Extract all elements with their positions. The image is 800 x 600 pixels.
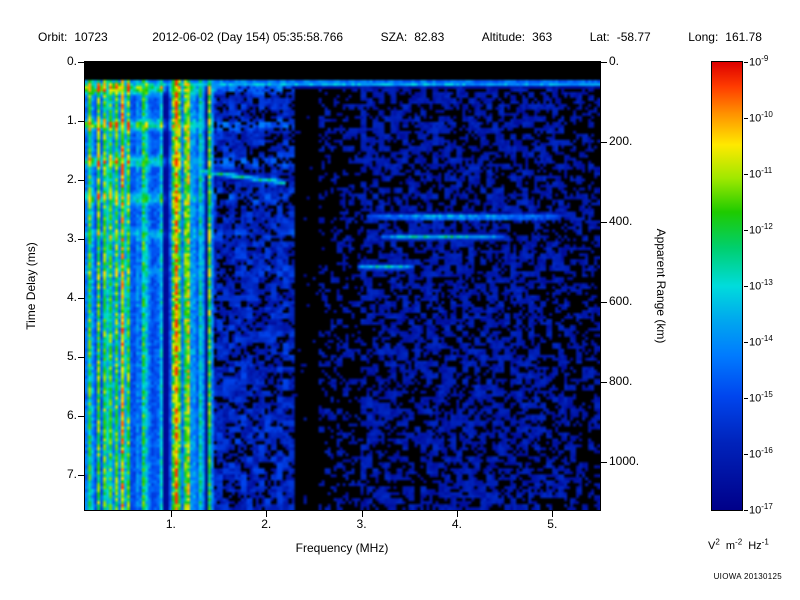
y-axis-left-tick-label: 6. [66,407,77,422]
colorbar-tick-mark [744,510,748,511]
y-axis-left-tick-label: 2. [66,171,77,186]
colorbar [711,61,743,511]
y-axis-title-right: Apparent Range (km) [654,228,668,344]
spectrogram-canvas [85,62,600,510]
y-axis-right-tick-label: 0. [609,54,620,68]
y-axis-right-tick-mark [601,302,607,303]
header-field-sza: SZA: 82.83 [381,30,445,44]
unit-meters: m-2 [725,537,743,552]
unit-volts-exp: 2 [715,537,720,546]
y-axis-right-tick-label: 200. [609,134,633,148]
y-axis-right-tick-mark [601,462,607,463]
colorbar-tick-label: 10-13 [749,278,773,293]
y-axis-right-tick-label: 600. [609,294,633,308]
header-field-value: 10723 [74,30,108,44]
colorbar-tick-label: 10-17 [749,502,773,517]
y-axis-left-tick-label: 1. [66,112,77,127]
y-axis-right-tick-mark [601,222,607,223]
y-axis-left-tick-label: 3. [66,230,77,245]
x-axis-tick-label: 4. [451,517,462,531]
unit-volts: V2 [708,537,720,552]
x-axis-tick-label: 2. [261,517,272,531]
header-field-lat: Lat: -58.77 [590,30,651,44]
colorbar-tick-mark [744,230,748,231]
colorbar-tick-mark [744,454,748,455]
unit-volts-base: V [708,539,716,552]
y-axis-right-tick-mark [601,62,607,63]
header-field-label: Altitude: [481,30,526,44]
colorbar-unit-label: V2 m-2 Hz-1 [708,537,772,552]
y-axis-right-tick-label: 400. [609,214,633,228]
colorbar-tick-label: 10-12 [749,222,773,237]
header-field-value: 161.78 [725,30,762,44]
unit-meters-base: m [725,539,736,552]
header-field-value: 82.83 [414,30,445,44]
y-axis-right-tick-label: 1000. [609,454,640,468]
unit-hertz-base: Hz [748,539,762,552]
header-field-label: SZA: [380,30,408,44]
x-axis-tick-label: 1. [165,517,176,531]
y-axis-left-tick-label: 0. [66,54,77,68]
colorbar-tick-label: 10-14 [749,334,773,349]
y-axis-right-tick-label: 800. [609,374,633,388]
y-axis-left-tick-label: 4. [66,289,77,304]
x-axis-tick-label: 5. [547,517,558,531]
y-axis-right-tick-mark [601,142,607,143]
unit-hertz-exp: -1 [761,537,769,546]
colorbar-tick-mark [744,174,748,175]
header-field-label: Lat: [589,30,610,44]
header-field-long: Long: 161.78 [688,30,762,44]
colorbar-tick-mark [744,62,748,63]
colorbar-tick-label: 10-15 [749,390,773,405]
header-field-label: Orbit: [38,30,68,44]
header-field-value: 2012-06-02 (Day 154) 05:35:58.766 [152,30,344,44]
y-axis-right-tick-mark [601,382,607,383]
header-info: Orbit: 10723 2012-06-02 (Day 154) 05:35:5… [38,30,762,44]
colorbar-tick-mark [744,118,748,119]
y-axis-left-tick-label: 7. [66,466,77,481]
header-field-altitude: Altitude: 363 [482,30,552,44]
x-axis-tick-mark [266,511,268,517]
header-field-label: Long: [688,30,719,44]
colorbar-tick-label: 10-11 [749,166,773,181]
x-axis-tick-mark [170,511,172,517]
x-axis-tick-mark [456,511,458,517]
colorbar-tick-label: 10-10 [749,110,773,125]
x-axis-title: Frequency (MHz) [295,541,389,555]
y-axis-left-tick-label: 5. [66,348,77,363]
unit-hertz: Hz-1 [748,537,769,552]
colorbar-tick-label: 10-9 [749,54,769,69]
header-field-orbit: Orbit: 10723 [38,30,108,44]
y-axis-title-left: Time Delay (ms) [24,242,38,330]
x-axis-tick-label: 3. [356,517,367,531]
header-field-value: 363 [532,30,553,44]
colorbar-tick-label: 10-16 [749,446,773,461]
credit-text: UIOWA 20130125 [713,572,782,581]
x-axis-tick-mark [552,511,554,517]
header-field-value: -58.77 [616,30,651,44]
unit-meters-exp: -2 [735,537,743,546]
colorbar-tick-mark [744,342,748,343]
x-axis-tick-mark [361,511,363,517]
header-field-datetime: 2012-06-02 (Day 154) 05:35:58.766 [145,30,343,44]
colorbar-tick-mark [744,398,748,399]
colorbar-tick-mark [744,286,748,287]
